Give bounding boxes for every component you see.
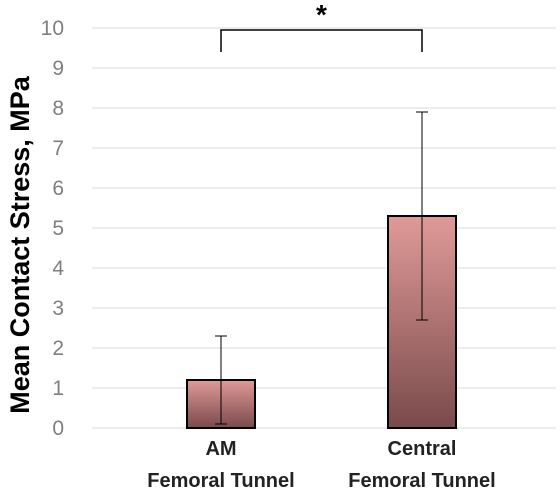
x-category-label: Central <box>388 438 457 460</box>
y-tick-labels: 0 1 2 3 4 5 6 7 8 9 10 <box>41 17 65 440</box>
error-bars <box>215 111 428 425</box>
y-tick-label: 3 <box>52 297 64 320</box>
y-tick-label: 5 <box>52 217 64 240</box>
y-tick-label: 2 <box>52 337 64 360</box>
y-tick-label: 9 <box>52 57 64 80</box>
x-category-labels: AM Femoral Tunnel Central Femoral Tunnel <box>147 438 495 492</box>
y-tick-label: 1 <box>52 377 64 400</box>
x-category-label: Femoral Tunnel <box>147 470 294 492</box>
y-tick-label: 0 <box>52 417 64 440</box>
x-category-label: Femoral Tunnel <box>348 470 495 492</box>
x-category-label: AM <box>205 438 236 460</box>
y-tick-label: 4 <box>52 257 64 280</box>
significance-bracket: * <box>220 0 423 52</box>
y-axis-label: Mean Contact Stress, MPa <box>5 75 35 414</box>
gridlines <box>92 27 556 429</box>
y-tick-label: 8 <box>52 97 64 120</box>
y-tick-label: 10 <box>41 17 64 40</box>
significance-line <box>220 29 423 52</box>
bars <box>186 215 457 429</box>
significance-label: * <box>316 0 327 30</box>
y-tick-label: 7 <box>52 137 64 160</box>
y-tick-label: 6 <box>52 177 64 200</box>
